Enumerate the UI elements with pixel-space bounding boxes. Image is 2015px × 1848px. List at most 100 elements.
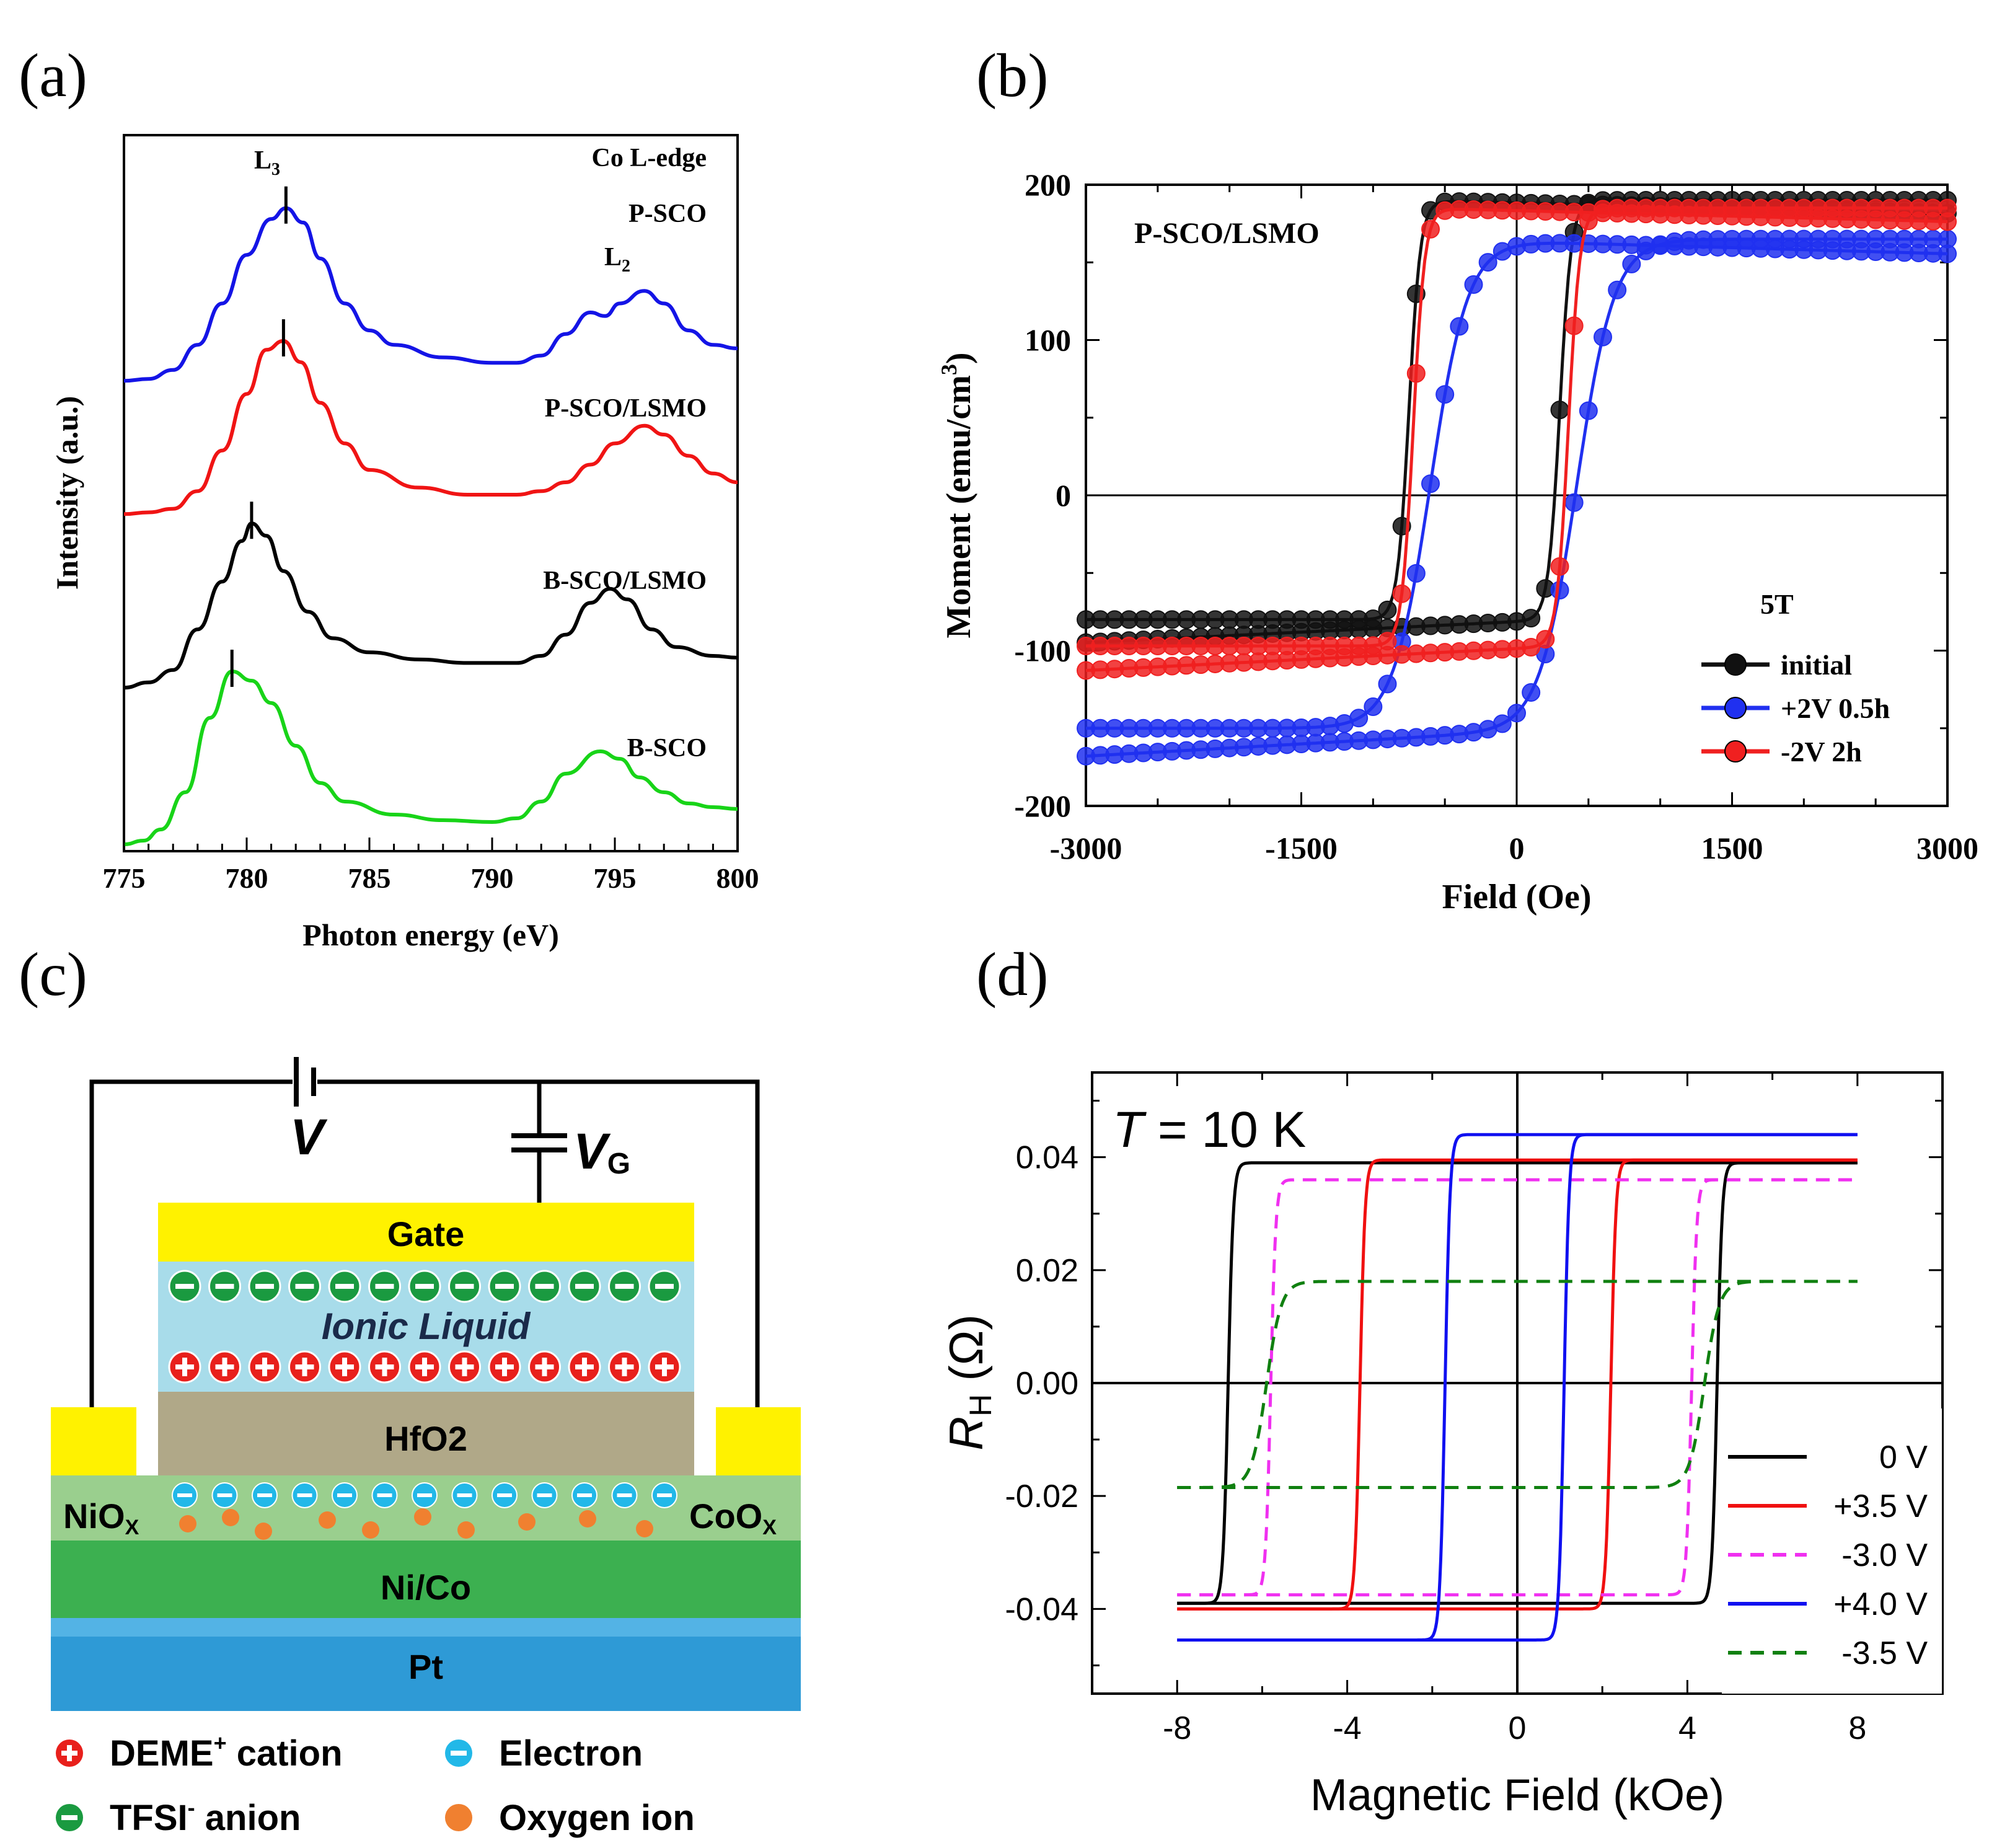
panel-b-x-tick-label-3: 1500: [1701, 831, 1763, 865]
panel-c-electron-sign: [217, 1493, 232, 1497]
panel-a-series-line-2: [123, 521, 738, 690]
panel-a-series-line-0: [123, 206, 738, 383]
panel-c-cation-sign-v: [262, 1358, 267, 1376]
panel-c-anion-sign: [455, 1284, 474, 1289]
panel-a-x-tick-label-0: 775: [103, 862, 146, 894]
panel-c-legend-symbol-3: [445, 1804, 472, 1831]
panel-c-electron-sign: [537, 1493, 552, 1497]
panel-c-gate-voltage-label: VG: [573, 1123, 630, 1180]
panel-c-electron-sign: [297, 1493, 312, 1497]
panel-a-x-tick-label-5: 800: [716, 862, 759, 894]
panel-c-oxygen-ion: [457, 1521, 475, 1539]
panel-c-anion-sign: [175, 1284, 194, 1289]
panel-c-anion-sign: [415, 1284, 434, 1289]
panel-a-x-tick-label-3: 790: [471, 862, 514, 894]
panel-c-oxygen-ion: [636, 1520, 653, 1537]
panel-c-electron-sign: [457, 1493, 472, 1497]
panel-c-cation-sign-v: [582, 1358, 587, 1376]
panel-c-legend-label-0: DEME+ cation: [110, 1730, 343, 1774]
panel-d-branch-2-0: [1177, 1178, 1858, 1597]
panel-d-legend-label-2: -3.0 V: [1841, 1537, 1928, 1573]
panel-b-x-tick-label-2: 0: [1509, 831, 1525, 865]
panel-c-ions: [168, 1270, 681, 1540]
panel-b-data-point: [1378, 674, 1397, 694]
panel-b-data-point: [1550, 580, 1569, 599]
panel-c-right-electrode: [716, 1407, 801, 1475]
panel-d-legend-label-3: +4.0 V: [1833, 1586, 1928, 1622]
panel-c-voltage-label: V: [290, 1109, 328, 1165]
panel-c-anion-sign: [495, 1284, 514, 1289]
panel-b-y-tick-label-2: 0: [1056, 478, 1071, 513]
panel-c-pt-label: Pt: [408, 1647, 443, 1686]
panel-b-x-tick-label-4: 3000: [1916, 831, 1978, 865]
panel-c-anion-sign: [255, 1284, 274, 1289]
panel-a-xas-chart: 775 780 785 790 795 800 P-SCO P-SCO/LSMO B-SCO/…: [50, 134, 759, 952]
panel-b-data-point: [1450, 317, 1469, 336]
panel-d-x-tick-label-2: 0: [1509, 1710, 1527, 1746]
panel-a-peak-label-L2: L2: [604, 243, 630, 276]
panel-b-data-point: [1421, 474, 1440, 493]
panel-a-series-line-3: [123, 669, 738, 846]
panel-d-y-tick-label-4: -0.04: [1005, 1591, 1078, 1627]
panel-d-hall-chart: -8 -4 0 4 8 0.040.020.00-0.02-0.04 T = 10 K …: [940, 1071, 1944, 1820]
panel-b-data-point: [1564, 316, 1584, 335]
panel-c-anion-sign: [375, 1284, 394, 1289]
panel-c-cation-sign-v: [662, 1358, 667, 1376]
panel-a-series-label-3: B-SCO: [627, 734, 707, 763]
panel-d-x-tick-label-4: 8: [1848, 1710, 1866, 1746]
panel-a-edge-label: Co L-edge: [592, 144, 707, 172]
panel-c-cation-sign-v: [542, 1358, 547, 1376]
panel-d-branch-3-1: [1177, 1133, 1858, 1642]
panel-d-zero-axes: [1092, 1072, 1942, 1694]
panel-b-y-tick-label-1: 100: [1025, 323, 1071, 358]
panel-b-data-point: [1464, 275, 1483, 294]
panel-b-legend-title: 5T: [1760, 588, 1794, 620]
panel-label-d: (d): [976, 940, 1049, 1009]
panel-c-niox-label: NiOX: [63, 1497, 139, 1539]
panel-b-x-tick-label-0: -3000: [1050, 831, 1122, 865]
panel-c-electron-sign: [177, 1493, 192, 1497]
panel-a-series-label-0: P-SCO: [628, 200, 707, 228]
panel-b-curves: [1077, 191, 1957, 766]
panel-c-coox-label: CoOX: [689, 1497, 777, 1539]
panel-a-series-label-1: P-SCO/LSMO: [545, 394, 707, 423]
panel-c-anion-sign: [295, 1284, 314, 1289]
panel-b-y-tick-label-0: 200: [1025, 167, 1071, 202]
panel-c-cation-sign-v: [382, 1358, 387, 1376]
panel-b-data-point: [1579, 211, 1598, 231]
panel-d-y-tick-label-3: -0.02: [1005, 1479, 1078, 1514]
panel-c-legend-label-2: TFSI- anion: [110, 1795, 301, 1838]
panel-b-zero-axes: [1086, 185, 1947, 806]
panel-c-cation-sign-v: [222, 1358, 227, 1376]
panel-d-legend-label-1: +3.5 V: [1833, 1488, 1928, 1524]
panel-c-oxygen-ion: [179, 1515, 196, 1532]
panel-c-ionic-liquid-label: Ionic Liquid: [322, 1306, 531, 1347]
panel-d-y-tick-label-0: 0.04: [1016, 1140, 1078, 1176]
panel-c-cation-sign-v: [622, 1358, 627, 1376]
panel-c-electron-sign: [577, 1493, 592, 1497]
panel-b-data-point: [1536, 630, 1555, 649]
panel-c-oxygen-ion: [362, 1521, 379, 1539]
panel-c-electron-sign: [497, 1493, 512, 1497]
panel-b-data-point: [1522, 683, 1541, 702]
panel-b-legend: initial +2V 0.5h -2V 2h: [1701, 649, 1890, 767]
panel-b-data-point: [1550, 557, 1569, 576]
panel-c-oxygen-ion: [579, 1510, 596, 1527]
panel-c-nico-layer: [51, 1541, 801, 1618]
panel-d-y-axis-label: RH (Ω): [940, 1314, 998, 1451]
panel-c-cation-sign-v: [342, 1358, 347, 1376]
panel-c-cation-sign-v: [422, 1358, 427, 1376]
panel-c-oxygen-ion: [222, 1509, 239, 1526]
panel-b-legend-marker-0: [1724, 653, 1747, 676]
panel-b-hysteresis-chart: -3000 -1500 0 1500 3000 200 100 0 -100 -200 P-SC…: [937, 167, 1978, 916]
panel-b-data-point: [1421, 219, 1440, 239]
panel-b-data-point: [1594, 327, 1612, 347]
panel-b-data-point: [1522, 637, 1541, 657]
panel-c-left-electrode: [51, 1407, 136, 1475]
panel-a-series-line-1: [123, 338, 738, 516]
panel-b-data-point: [1608, 280, 1627, 299]
panel-a-x-tick-label-4: 795: [594, 862, 637, 894]
panel-b-data-point: [1364, 697, 1383, 716]
panel-b-data-point: [1493, 714, 1512, 733]
